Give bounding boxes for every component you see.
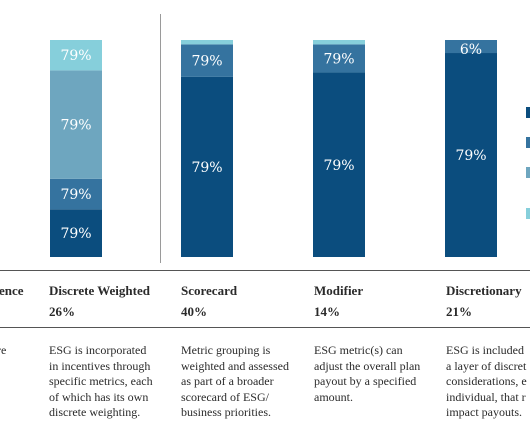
bar-segment [445, 40, 497, 54]
bar-value-label: 79% [191, 54, 222, 70]
category-share: 21% [446, 304, 472, 319]
category-description: ESG metric(s) can adjust the overall plan… [314, 343, 421, 404]
bar-segment [313, 40, 365, 45]
category-description: re [0, 343, 7, 357]
bar-segment [445, 53, 497, 257]
bar-segment [181, 40, 233, 45]
bar-segment [50, 178, 102, 210]
legend-swatch-mid [526, 137, 530, 148]
category-label: ence [0, 283, 24, 298]
category-description: ESG is included a layer of discret conside… [446, 343, 527, 419]
bar-value-label: 79% [455, 148, 486, 164]
bar-value-label: 79% [60, 226, 91, 242]
bar-value-label: 79% [323, 22, 354, 38]
bar-value-label: 6% [460, 42, 482, 58]
category-share: 40% [181, 304, 207, 319]
stacked-bar-chart: 79% 79% 79% 79% 79% 79% 79% 79% 79% 79% 79% 6% [50, 22, 497, 257]
bar-value-label: 79% [323, 51, 354, 67]
bar-value-label: 79% [60, 187, 91, 203]
legend-swatch-light [526, 167, 530, 178]
bar-value-label: 79% [60, 118, 91, 134]
legend-swatch-navy [526, 107, 530, 118]
bar-segment [313, 72, 365, 257]
category-description: ESG is incorporated in incentives through… [49, 343, 153, 419]
bar-segment [50, 70, 102, 179]
bar-segment [181, 44, 233, 77]
bar-value-label: 79% [323, 158, 354, 174]
bar-segment [50, 40, 102, 71]
category-share: 14% [314, 304, 340, 319]
bar-segment [181, 76, 233, 257]
category-label: Scorecard [181, 283, 238, 298]
middle-rule [0, 327, 530, 328]
category-label: Modifier [314, 283, 364, 298]
top-rule [0, 270, 530, 271]
category-label: Discrete Weighted [49, 283, 150, 298]
bar-value-label: 79% [60, 48, 91, 64]
legend-swatch-teal [526, 208, 530, 219]
bar-segment [50, 209, 102, 257]
category-share: 26% [49, 304, 75, 319]
category-label: Discretionary [446, 283, 522, 298]
bar-segment [313, 44, 365, 73]
bar-value-label: 79% [191, 22, 222, 38]
bar-value-label: 79% [191, 160, 222, 176]
category-description: Metric grouping is weighted and assessed a… [181, 343, 289, 419]
section-divider [160, 14, 161, 263]
